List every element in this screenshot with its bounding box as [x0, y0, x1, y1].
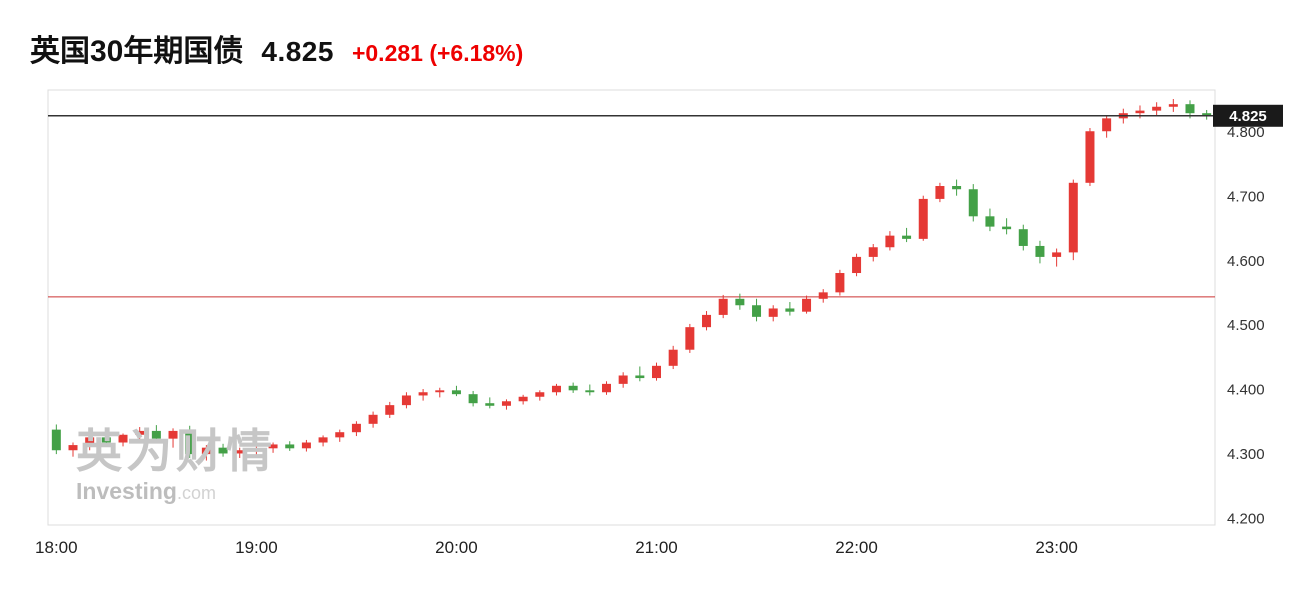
- candle-body: [335, 432, 345, 438]
- candle-body: [351, 423, 361, 433]
- candle-body: [902, 235, 912, 239]
- candle-body: [601, 383, 611, 393]
- candle-body: [1168, 104, 1178, 107]
- candle-body: [368, 414, 378, 424]
- candle-body: [101, 437, 111, 443]
- candle-body: [318, 437, 328, 443]
- candle-body: [551, 385, 561, 393]
- candle-body: [618, 375, 628, 384]
- x-axis-label: 18:00: [35, 538, 78, 557]
- candle-body: [685, 327, 695, 350]
- candle-body: [185, 430, 195, 455]
- chart-canvas[interactable]: 4.800 4.700 4.600 4.500 4.400 4.300 4.200 18:00…: [0, 80, 1312, 580]
- y-axis-label: 4.600: [1227, 253, 1265, 270]
- instrument-title: 英国30年期国债: [30, 35, 244, 68]
- candle-body: [451, 390, 461, 395]
- candle-body: [818, 292, 828, 299]
- candle-body: [218, 447, 228, 454]
- x-axis-label: 23:00: [1035, 538, 1078, 557]
- candle-body: [1018, 229, 1028, 246]
- x-axis-label: 19:00: [235, 538, 278, 557]
- candle-body: [485, 403, 495, 406]
- x-axis-label: 22:00: [835, 538, 878, 557]
- candle-body: [1002, 226, 1012, 230]
- candle-body: [418, 392, 428, 396]
- candle-body: [785, 308, 795, 312]
- y-axis-label: 4.300: [1227, 446, 1265, 463]
- candle-body: [1202, 113, 1212, 116]
- candle-body: [918, 198, 928, 239]
- candle-body: [135, 430, 145, 435]
- candle-body: [285, 444, 295, 449]
- candle-body: [1102, 118, 1112, 132]
- y-axis-label: 4.800: [1227, 124, 1265, 141]
- candle-body: [1068, 182, 1078, 253]
- candle-body: [935, 186, 945, 199]
- y-axis-label: 4.400: [1227, 382, 1265, 399]
- candle-body: [1152, 106, 1162, 111]
- candle-body: [1135, 110, 1145, 114]
- candle-body: [201, 447, 211, 455]
- candle-body: [118, 434, 128, 443]
- chart-header: 英国30年期国债 4.825 +0.281 (+6.18%): [0, 0, 1312, 70]
- candle-body: [868, 247, 878, 257]
- candle-body: [852, 256, 862, 274]
- candlestick-chart[interactable]: 4.800 4.700 4.600 4.500 4.400 4.300 4.200 18:00…: [0, 80, 1312, 580]
- candle-body: [985, 216, 995, 227]
- price-change: +0.281 (+6.18%): [351, 40, 524, 66]
- plot-frame: [47, 89, 1216, 526]
- candle-body: [952, 186, 962, 190]
- candle-body: [301, 442, 311, 449]
- candle-body: [568, 385, 578, 391]
- candle-body: [635, 375, 645, 379]
- candle-body: [668, 349, 678, 366]
- candle-body: [1052, 252, 1062, 257]
- candle-body: [85, 437, 95, 446]
- y-axis-label: 4.200: [1227, 511, 1265, 528]
- candle-body: [401, 395, 411, 406]
- y-axis-label: 4.500: [1227, 317, 1265, 334]
- candle-body: [385, 405, 395, 415]
- candle-body: [468, 394, 478, 404]
- candle-body: [585, 390, 595, 393]
- candle-body: [1035, 245, 1045, 257]
- candle-body: [968, 189, 978, 217]
- candle-body: [652, 365, 662, 379]
- candle-body: [501, 401, 511, 406]
- current-price-tag: [1213, 104, 1283, 127]
- x-axis-label: 21:00: [635, 538, 678, 557]
- x-axis-label: 20:00: [435, 538, 478, 557]
- candle-body: [735, 298, 745, 306]
- candle-body: [718, 298, 728, 315]
- y-axis-label: 4.700: [1227, 188, 1265, 205]
- candle-body: [68, 445, 78, 451]
- candle-body: [51, 429, 61, 451]
- candle-body: [235, 450, 245, 454]
- candle-body: [1185, 104, 1195, 114]
- candle-body: [1085, 131, 1095, 183]
- candle-body: [435, 390, 445, 393]
- current-price-tag-text: 4.825: [1229, 108, 1267, 125]
- candle-body: [768, 308, 778, 317]
- candle-body: [268, 444, 278, 449]
- candle-body: [151, 430, 161, 439]
- candle-body: [535, 392, 545, 397]
- candle-body: [518, 396, 528, 402]
- candle-body: [752, 305, 762, 317]
- candle-body: [168, 430, 178, 439]
- candle-body: [802, 298, 812, 312]
- candle-body: [251, 448, 261, 451]
- last-price: 4.825: [261, 36, 334, 67]
- candle-body: [835, 273, 845, 293]
- candle-body: [885, 235, 895, 248]
- candle-body: [702, 314, 712, 328]
